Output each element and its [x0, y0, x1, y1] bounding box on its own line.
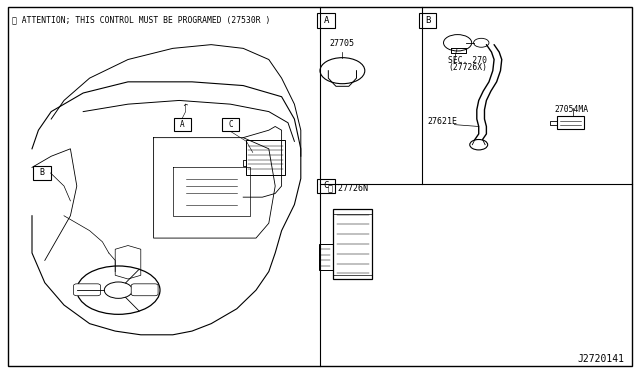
Polygon shape: [115, 246, 141, 279]
Text: SEC. 270: SEC. 270: [448, 56, 487, 65]
FancyBboxPatch shape: [74, 284, 100, 296]
Text: B: B: [39, 169, 44, 177]
Bar: [419, 13, 436, 28]
Text: J2720141: J2720141: [577, 354, 624, 364]
Text: 27054MA: 27054MA: [554, 105, 588, 113]
Text: A: A: [180, 120, 185, 129]
Bar: [222, 118, 239, 131]
Text: C: C: [324, 182, 329, 190]
Text: 27705: 27705: [330, 39, 355, 48]
Text: ※ 27726N: ※ 27726N: [328, 184, 367, 193]
Text: 27621E: 27621E: [428, 116, 458, 125]
Bar: [33, 166, 51, 180]
FancyBboxPatch shape: [131, 284, 158, 296]
Text: B: B: [425, 16, 430, 25]
Bar: [317, 179, 335, 193]
Bar: [333, 209, 372, 279]
Bar: [557, 116, 584, 129]
Text: ※ ATTENTION; THIS CONTROL MUST BE PROGRAMED (27530R ): ※ ATTENTION; THIS CONTROL MUST BE PROGRA…: [12, 15, 270, 24]
Bar: [317, 13, 335, 28]
Bar: [319, 244, 333, 270]
Text: A: A: [324, 16, 329, 25]
Bar: [174, 118, 191, 131]
Text: C: C: [228, 120, 233, 129]
Text: (27726X): (27726X): [448, 63, 487, 72]
